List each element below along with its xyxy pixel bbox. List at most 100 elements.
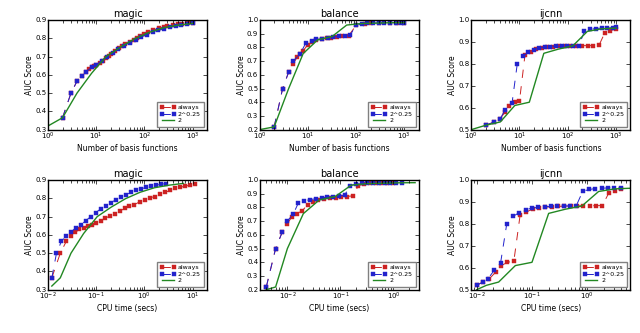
always <box>262 285 270 289</box>
always <box>160 25 168 29</box>
2 <box>483 283 490 287</box>
always <box>125 204 133 208</box>
2^0.25 <box>340 193 348 197</box>
always <box>611 188 619 192</box>
always <box>293 212 301 216</box>
2^0.25 <box>138 187 145 191</box>
always <box>272 247 280 251</box>
2^0.25 <box>324 195 332 199</box>
2^0.25 <box>319 37 326 41</box>
always <box>149 28 157 32</box>
Line: always: always <box>61 21 194 119</box>
2^0.25 <box>142 185 150 189</box>
2^0.25 <box>132 188 140 192</box>
2^0.25 <box>598 26 605 30</box>
always <box>164 24 172 28</box>
2^0.25 <box>120 44 128 48</box>
2^0.25 <box>112 197 120 201</box>
2^0.25 <box>508 101 516 105</box>
2^0.25 <box>566 204 574 208</box>
2^0.25 <box>501 108 509 112</box>
2^0.25 <box>346 183 354 187</box>
always <box>88 223 96 227</box>
2^0.25 <box>387 181 394 185</box>
always <box>554 204 562 208</box>
always <box>497 117 504 121</box>
2 <box>56 276 64 280</box>
2^0.25 <box>358 22 365 26</box>
2^0.25 <box>570 44 577 48</box>
always <box>181 184 189 188</box>
always <box>532 47 540 51</box>
2^0.25 <box>157 182 165 186</box>
2 <box>357 22 365 26</box>
always <box>300 49 307 53</box>
2^0.25 <box>301 199 308 203</box>
always <box>296 52 304 56</box>
always <box>333 35 340 39</box>
2 <box>364 181 371 185</box>
2^0.25 <box>482 123 490 127</box>
always <box>573 204 581 208</box>
2 <box>316 198 323 202</box>
2^0.25 <box>534 205 542 209</box>
2^0.25 <box>591 186 599 190</box>
X-axis label: Number of basis functions: Number of basis functions <box>77 144 178 153</box>
2 <box>540 51 548 55</box>
always <box>543 45 551 49</box>
X-axis label: CPU time (secs): CPU time (secs) <box>97 304 157 313</box>
2^0.25 <box>278 230 286 234</box>
2^0.25 <box>604 186 612 190</box>
2 <box>131 37 139 41</box>
2 <box>284 247 291 251</box>
always <box>566 44 574 48</box>
2^0.25 <box>77 223 84 227</box>
2^0.25 <box>380 21 388 25</box>
2^0.25 <box>289 212 297 216</box>
always <box>389 181 397 185</box>
always <box>174 22 182 26</box>
always <box>278 230 286 234</box>
always <box>511 100 518 104</box>
always <box>355 183 362 187</box>
always <box>309 200 317 204</box>
2 <box>343 23 351 27</box>
always <box>97 219 105 223</box>
2^0.25 <box>609 26 617 30</box>
always <box>561 204 568 208</box>
X-axis label: Number of basis functions: Number of basis functions <box>289 144 390 153</box>
Line: 2: 2 <box>477 188 632 290</box>
always <box>401 21 408 25</box>
2^0.25 <box>149 30 157 34</box>
2^0.25 <box>364 21 371 25</box>
2^0.25 <box>541 204 548 208</box>
2 <box>561 207 569 211</box>
2 <box>314 38 321 42</box>
2^0.25 <box>152 183 160 187</box>
2^0.25 <box>161 27 168 31</box>
2^0.25 <box>330 35 337 39</box>
2^0.25 <box>126 41 134 45</box>
2 <box>401 21 408 25</box>
always <box>304 203 312 207</box>
Line: always: always <box>475 188 623 287</box>
2^0.25 <box>617 185 625 189</box>
always <box>141 32 148 36</box>
always <box>151 194 159 198</box>
always <box>326 196 333 200</box>
always <box>92 63 100 67</box>
2^0.25 <box>312 197 319 201</box>
always <box>319 37 326 41</box>
always <box>386 21 394 25</box>
always <box>293 55 301 59</box>
2^0.25 <box>497 261 504 265</box>
always <box>115 46 123 50</box>
always <box>56 251 64 255</box>
2^0.25 <box>109 51 116 55</box>
2^0.25 <box>473 283 481 287</box>
X-axis label: CPU time (secs): CPU time (secs) <box>521 304 581 313</box>
2^0.25 <box>262 285 270 289</box>
2^0.25 <box>73 79 81 83</box>
2^0.25 <box>67 91 75 95</box>
always <box>589 44 597 48</box>
